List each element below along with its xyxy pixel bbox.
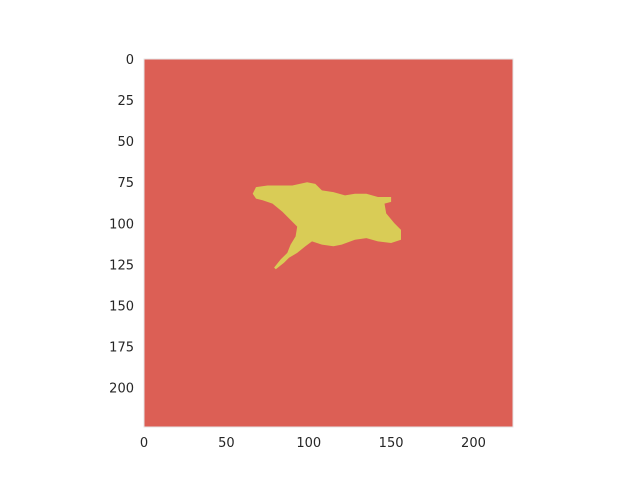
mask-foreground-region xyxy=(252,182,401,270)
x-tick-label: 50 xyxy=(218,436,235,451)
y-tick-label: 50 xyxy=(117,135,134,150)
x-tick-label: 200 xyxy=(461,436,486,451)
x-axis-ticks: 0 50 100 150 200 xyxy=(140,436,486,451)
x-tick-label: 0 xyxy=(140,436,148,451)
y-tick-label: 75 xyxy=(117,176,134,191)
x-tick-label: 150 xyxy=(379,436,404,451)
y-tick-label: 100 xyxy=(109,217,134,232)
y-axis-ticks: 0 25 50 75 100 125 150 175 200 xyxy=(109,53,134,397)
y-tick-label: 0 xyxy=(126,53,134,68)
axes-frame xyxy=(143,58,514,428)
x-tick-label: 100 xyxy=(296,436,321,451)
y-tick-label: 150 xyxy=(109,299,134,314)
y-tick-label: 175 xyxy=(109,341,134,356)
y-tick-label: 125 xyxy=(109,258,134,273)
y-tick-label: 25 xyxy=(117,94,134,109)
y-tick-label: 200 xyxy=(109,382,134,397)
